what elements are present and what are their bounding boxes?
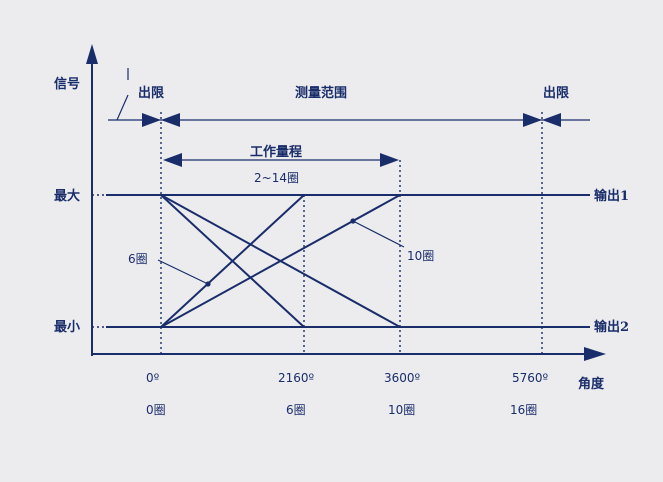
range-start-tick (116, 94, 129, 121)
output1-label: 输出1 (594, 188, 629, 204)
callout-6-turns-dot (205, 281, 211, 287)
callout-10-turns-dot (350, 218, 356, 224)
left-limit-arrow-out (161, 113, 180, 127)
working-range-arrow-left (163, 153, 182, 167)
working-range-arrow-right (380, 153, 399, 167)
curve-6-turn-falling (160, 194, 305, 328)
left-limit-arrow-in (142, 113, 161, 127)
x-axis-arrow (584, 347, 606, 361)
curve-10-turn-falling (160, 194, 401, 328)
working-range-label: 工作量程 (250, 144, 302, 160)
x-axis-title: 角度 (578, 376, 605, 392)
callout-6-turns-leader (157, 259, 209, 285)
callout-10-turns-leader (352, 220, 405, 248)
tick-turns-16: 16圈 (510, 403, 537, 417)
working-range-value: 2~14圈 (254, 171, 299, 185)
tick-turns-6: 6圈 (286, 403, 306, 417)
callout-6-turns: 6圈 (128, 252, 148, 266)
y-axis-arrow (86, 44, 98, 64)
right-limit-arrow-in (523, 113, 542, 127)
y-axis-title: 信号 (54, 76, 80, 92)
output2-label: 输出2 (594, 319, 629, 335)
tick-angle-5760: 5760º (512, 371, 549, 385)
callout-10-turns: 10圈 (407, 249, 434, 263)
tick-angle-2160: 2160º (278, 371, 315, 385)
max-label: 最大 (54, 188, 80, 204)
out-of-range-left: 出限 (138, 85, 165, 101)
tick-angle-3600: 3600º (384, 371, 421, 385)
min-label: 最小 (54, 320, 80, 335)
measuring-range-label: 测量范围 (295, 85, 347, 101)
tick-turns-10: 10圈 (388, 403, 415, 417)
tick-turns-0: 0圈 (146, 403, 166, 417)
out-of-range-right: 出限 (543, 85, 570, 101)
tick-angle-0: 0º (146, 371, 160, 385)
right-limit-arrow-out (542, 113, 561, 127)
